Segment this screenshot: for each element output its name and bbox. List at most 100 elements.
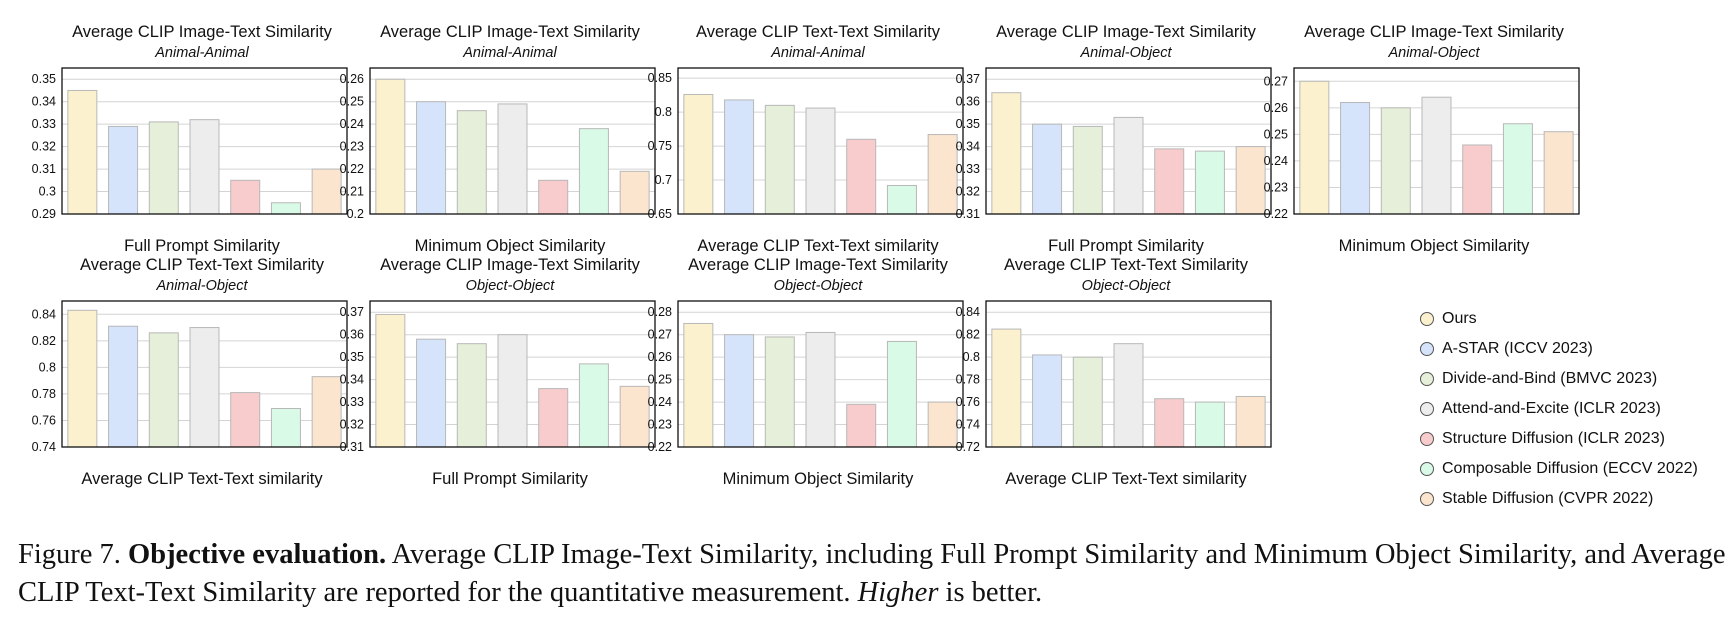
y-tick-label: 0.25	[1264, 127, 1288, 141]
chart-xlabel: Full Prompt Similarity	[1048, 237, 1204, 255]
bar	[846, 138, 877, 215]
y-tick-label: 0.37	[956, 72, 980, 86]
bar	[927, 401, 958, 448]
bar	[108, 325, 139, 448]
bar	[1235, 146, 1266, 215]
chart-title: Average CLIP Image-Text Similarity	[1304, 23, 1564, 41]
legend-name: A-STAR	[1442, 340, 1500, 357]
y-tick-label: 0.84	[32, 307, 56, 321]
chart-title: Average CLIP Text-Text Similarity	[80, 256, 324, 274]
chart-xlabel: Average CLIP Text-Text similarity	[697, 237, 939, 255]
y-tick-label: 0.23	[1264, 180, 1288, 194]
plot-frame	[61, 67, 348, 215]
plot-frame	[985, 300, 1272, 448]
y-tick-label: 0.31	[956, 207, 980, 221]
y-tick-label: 0.76	[956, 395, 980, 409]
bar	[578, 128, 609, 215]
y-tick-label: 0.33	[340, 395, 364, 409]
bar	[497, 334, 528, 448]
bar-chart-svg: 0.74 0.76 0.78 0.8 0.82 0.84	[32, 300, 348, 454]
bar	[67, 309, 98, 448]
chart-subtitle: Object-Object	[465, 278, 555, 294]
caption-text: Average CLIP Image-Text Similarity, incl…	[18, 539, 1726, 608]
y-tick-label: 0.26	[648, 350, 672, 364]
plot-frame	[677, 67, 964, 215]
bar-chart-panel: 0.22 0.23 0.24 0.25 0.26 0.27 0.28 Average CLIP…	[648, 233, 978, 488]
bar	[416, 101, 447, 215]
caption-prefix: Figure 7.	[18, 539, 121, 570]
chart-subtitle: Animal-Animal	[771, 45, 865, 61]
legend-item: Attend-and-Excite (ICLR 2023)	[1420, 394, 1698, 424]
bar	[619, 170, 650, 215]
y-tick-label: 0.8	[39, 360, 56, 374]
bar	[886, 340, 917, 448]
y-tick-label: 0.31	[32, 162, 56, 176]
legend-item: Composable Diffusion (ECCV 2022)	[1420, 454, 1698, 484]
y-tick-label: 0.25	[648, 373, 672, 387]
y-tick-label: 0.82	[32, 334, 56, 348]
y-tick-label: 0.85	[648, 71, 672, 85]
figure-caption: Figure 7. Objective evaluation. Average …	[18, 536, 1728, 612]
bar	[683, 93, 714, 215]
y-tick-label: 0.78	[956, 373, 980, 387]
legend-item: Ours	[1420, 304, 1698, 334]
legend-name: Composable Diffusion	[1442, 460, 1599, 477]
legend-venue: (ICLR 2023)	[1577, 430, 1665, 447]
chart-title: Average CLIP Image-Text Similarity	[688, 256, 948, 274]
bar-chart-svg: 0.65 0.7 0.75 0.8 0.85	[648, 67, 964, 221]
bar-chart-panel: 0.31 0.32 0.33 0.34 0.35 0.36 0.37 Average CLIP…	[956, 0, 1286, 255]
bar	[311, 376, 342, 448]
bar-chart-svg: 0.2 0.21 0.22 0.23 0.24 0.25 0.26	[340, 67, 656, 221]
y-tick-label: 0.76	[32, 413, 56, 427]
bar	[108, 125, 139, 215]
bar	[1032, 123, 1063, 215]
bar	[311, 168, 342, 215]
y-tick-label: 0.33	[956, 162, 980, 176]
bar-chart-svg: 0.31 0.32 0.33 0.34 0.35 0.36 0.37	[956, 67, 1272, 221]
y-tick-label: 0.74	[32, 440, 56, 454]
bar-chart-panel: 0.74 0.76 0.78 0.8 0.82 0.84 Average CLIP Text…	[32, 233, 362, 488]
y-tick-label: 0.35	[956, 117, 980, 131]
y-tick-label: 0.21	[340, 185, 364, 199]
bar-chart-panel: 0.2 0.21 0.22 0.23 0.24 0.25 0.26 Average CLIP …	[340, 0, 670, 255]
legend-item: Stable Diffusion (CVPR 2022)	[1420, 484, 1698, 514]
bar-chart-panel: 0.22 0.23 0.24 0.25 0.26 0.27 Average CLIP Ima…	[1264, 0, 1594, 255]
bar	[991, 92, 1022, 215]
bar	[764, 336, 795, 448]
y-tick-label: 0.84	[956, 305, 980, 319]
chart-subtitle: Animal-Animal	[155, 45, 249, 61]
bar-chart-svg: 0.72 0.74 0.76 0.78 0.8 0.82 0.84	[956, 300, 1272, 454]
chart-title: Average CLIP Text-Text Similarity	[696, 23, 940, 41]
chart-xlabel: Average CLIP Text-Text similarity	[1005, 470, 1247, 488]
y-tick-label: 0.8	[963, 350, 980, 364]
chart-xlabel: Full Prompt Similarity	[432, 470, 588, 488]
chart-title: Average CLIP Image-Text Similarity	[380, 256, 640, 274]
y-tick-label: 0.22	[340, 162, 364, 176]
bar	[1462, 144, 1493, 215]
y-tick-label: 0.23	[340, 140, 364, 154]
y-tick-label: 0.82	[956, 328, 980, 342]
bar	[1421, 96, 1452, 215]
bar	[270, 202, 301, 215]
bar-chart-svg: 0.31 0.32 0.33 0.34 0.35 0.36 0.37	[340, 300, 656, 454]
legend: Ours A-STAR (ICCV 2023) Divide-and-Bind …	[1420, 304, 1698, 514]
legend-swatch	[1420, 432, 1434, 446]
y-tick-label: 0.78	[32, 387, 56, 401]
y-tick-label: 0.24	[648, 395, 672, 409]
chart-xlabel: Minimum Object Similarity	[1338, 237, 1530, 255]
bar-chart-svg: 0.22 0.23 0.24 0.25 0.26 0.27	[1264, 67, 1580, 221]
y-tick-label: 0.34	[32, 95, 56, 109]
plot-frame	[677, 300, 964, 448]
chart-title: Average CLIP Image-Text Similarity	[72, 23, 332, 41]
bar	[538, 388, 569, 448]
bar	[270, 408, 301, 448]
chart-title: Average CLIP Text-Text Similarity	[1004, 256, 1248, 274]
legend-venue: (ICCV 2023)	[1503, 340, 1593, 357]
bar	[805, 331, 836, 448]
bar	[230, 179, 261, 215]
y-tick-label: 0.35	[32, 72, 56, 86]
bar-chart-panel: 0.31 0.32 0.33 0.34 0.35 0.36 0.37 Average CLIP…	[340, 233, 670, 488]
y-tick-label: 0.36	[340, 328, 364, 342]
plot-frame	[1293, 67, 1580, 215]
y-tick-label: 0.22	[648, 440, 672, 454]
